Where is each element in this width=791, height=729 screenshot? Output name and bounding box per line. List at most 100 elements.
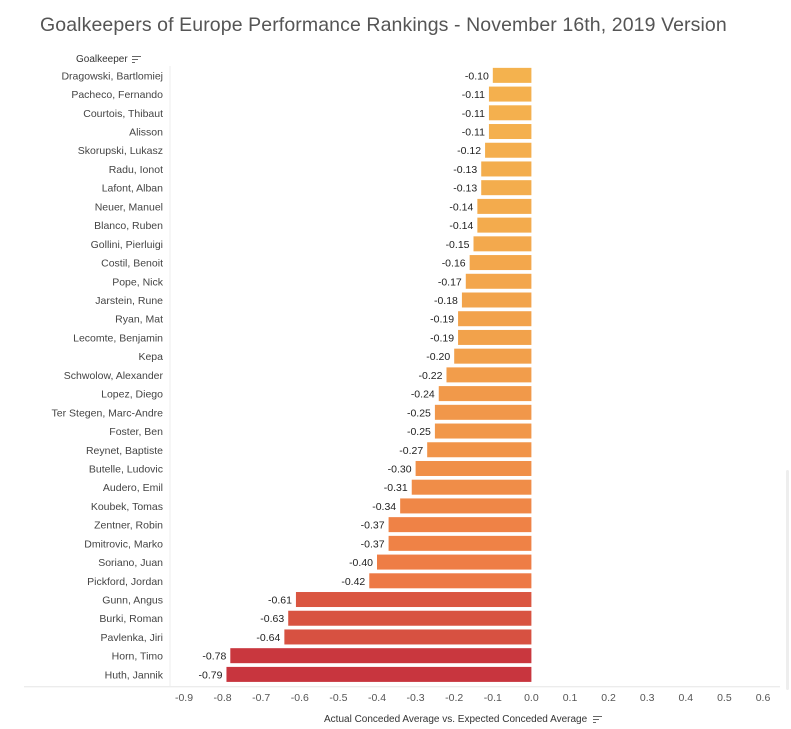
scrollbar[interactable] (786, 470, 789, 690)
data-label: -0.10 (465, 70, 489, 82)
category-label: Gunn, Angus (102, 595, 163, 607)
bar[interactable] (226, 666, 532, 682)
category-label: Courtois, Thibaut (83, 108, 163, 120)
bar[interactable] (492, 67, 532, 83)
bar[interactable] (488, 105, 532, 121)
category-label: Blanco, Ruben (94, 220, 163, 232)
category-label: Huth, Jannik (105, 669, 164, 681)
x-tick-label: 0.1 (563, 692, 578, 704)
bar[interactable] (473, 236, 532, 252)
bar[interactable] (454, 348, 532, 364)
y-axis-header[interactable]: Goalkeeper (76, 54, 141, 65)
bar[interactable] (477, 217, 532, 233)
bar[interactable] (411, 479, 532, 495)
bar[interactable] (458, 329, 532, 345)
data-label: -0.63 (260, 613, 284, 625)
bar[interactable] (438, 386, 532, 402)
category-label: Costil, Benoit (101, 258, 163, 270)
category-label: Reynet, Baptiste (86, 445, 163, 457)
data-label: -0.15 (446, 239, 470, 251)
category-label: Schwolow, Alexander (64, 370, 164, 382)
category-label: Ryan, Mat (115, 314, 163, 326)
bar[interactable] (488, 124, 532, 140)
data-label: -0.13 (453, 183, 477, 195)
x-tick-label: -0.8 (214, 692, 232, 704)
data-label: -0.31 (384, 482, 408, 494)
data-label: -0.40 (349, 557, 373, 569)
data-label: -0.11 (462, 89, 485, 101)
data-label: -0.22 (419, 370, 443, 382)
sort-icon[interactable] (593, 716, 603, 723)
category-label: Soriano, Juan (98, 557, 163, 569)
x-tick-label: -0.7 (252, 692, 270, 704)
category-label: Dragowski, Bartlomiej (61, 70, 163, 82)
data-label: -0.11 (462, 127, 485, 139)
data-label: -0.19 (430, 314, 454, 326)
x-axis-header[interactable]: Actual Conceded Average vs. Expected Con… (324, 714, 603, 725)
x-tick-label: -0.9 (175, 692, 193, 704)
category-label: Lecomte, Benjamin (73, 332, 163, 344)
data-label: -0.79 (199, 669, 223, 681)
bar[interactable] (434, 404, 532, 420)
data-label: -0.16 (442, 258, 466, 270)
bar[interactable] (295, 592, 532, 608)
data-label: -0.61 (268, 595, 292, 607)
x-tick-label: -0.2 (445, 692, 463, 704)
bar[interactable] (400, 498, 532, 514)
x-tick-label: 0.2 (601, 692, 616, 704)
bar[interactable] (427, 442, 532, 458)
data-label: -0.37 (361, 520, 385, 532)
data-label: -0.25 (407, 407, 431, 419)
x-tick-label: 0.6 (756, 692, 771, 704)
bar[interactable] (481, 161, 532, 177)
data-label: -0.12 (457, 145, 481, 157)
bar[interactable] (377, 554, 532, 570)
data-label: -0.30 (388, 463, 412, 475)
bar[interactable] (469, 255, 532, 271)
sort-icon[interactable] (131, 56, 141, 63)
bar[interactable] (369, 573, 532, 589)
category-label: Zentner, Robin (94, 520, 163, 532)
bar[interactable] (477, 198, 532, 214)
bar[interactable] (461, 292, 532, 308)
bar[interactable] (388, 517, 532, 533)
bar[interactable] (230, 648, 532, 664)
bar[interactable] (288, 610, 532, 626)
data-label: -0.25 (407, 426, 431, 438)
bar[interactable] (485, 142, 532, 158)
data-label: -0.18 (434, 295, 458, 307)
x-tick-label: 0.0 (524, 692, 539, 704)
category-label: Dmitrovic, Marko (84, 538, 163, 550)
data-label: -0.20 (426, 351, 450, 363)
bar[interactable] (434, 423, 532, 439)
bar[interactable] (388, 535, 532, 551)
category-label: Pacheco, Fernando (71, 89, 163, 101)
x-tick-label: -0.1 (484, 692, 502, 704)
x-tick-label: 0.4 (678, 692, 693, 704)
bar[interactable] (415, 460, 532, 476)
bar[interactable] (488, 86, 532, 102)
data-label: -0.14 (449, 201, 473, 213)
category-label: Foster, Ben (109, 426, 163, 438)
bar[interactable] (481, 180, 532, 196)
category-label: Butelle, Ludovic (89, 463, 163, 475)
data-label: -0.64 (256, 632, 280, 644)
category-label: Audero, Emil (103, 482, 163, 494)
data-label: -0.17 (438, 276, 462, 288)
bar[interactable] (284, 629, 532, 645)
bar[interactable] (458, 311, 532, 327)
category-label: Pavlenka, Jiri (101, 632, 163, 644)
category-label: Burki, Roman (99, 613, 163, 625)
category-label: Radu, Ionot (109, 164, 163, 176)
bar[interactable] (446, 367, 532, 383)
data-label: -0.37 (361, 538, 385, 550)
data-label: -0.11 (462, 108, 485, 120)
bar[interactable] (465, 273, 532, 289)
category-label: Neuer, Manuel (95, 201, 163, 213)
data-label: -0.14 (449, 220, 473, 232)
category-label: Jarstein, Rune (95, 295, 163, 307)
x-tick-label: 0.3 (640, 692, 655, 704)
data-label: -0.27 (399, 445, 423, 457)
x-tick-label: -0.3 (407, 692, 425, 704)
